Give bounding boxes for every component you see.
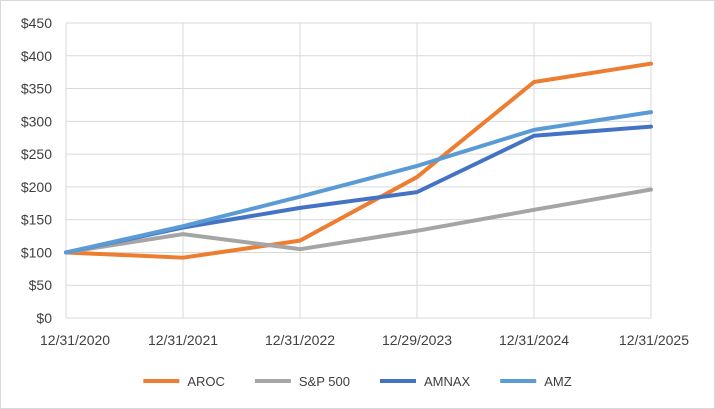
series-line-aroc: [64, 61, 653, 260]
y-tick-label: $50: [29, 277, 53, 293]
series-line-amz: [64, 110, 653, 255]
axes: [65, 23, 651, 319]
y-tick-label: $350: [21, 81, 52, 97]
y-axis-ticks: $0 $50 $100 $150 $200 $250 $300 $350 $400 $450: [21, 15, 52, 326]
x-tick-label: 12/31/2021: [148, 332, 218, 348]
y-tick-label: $200: [21, 179, 52, 195]
legend: AROC S&P 500 AMNAX AMZ: [143, 374, 572, 389]
legend-item-aroc: AROC: [143, 374, 225, 389]
y-tick-label: $400: [21, 48, 52, 64]
y-tick-label: $250: [21, 146, 52, 162]
y-tick-label: $450: [21, 15, 52, 31]
y-tick-label: $300: [21, 113, 52, 129]
legend-item-amnax: AMNAX: [379, 374, 471, 389]
series-line-s-p-500: [64, 187, 653, 255]
series-lines: [64, 61, 653, 260]
x-tick-label: 12/31/2025: [619, 332, 689, 348]
legend-item-amz: AMZ: [500, 374, 572, 389]
x-axis-ticks: 12/31/2020 12/31/2021 12/31/2022 12/29/2023…: [40, 332, 689, 348]
legend-label: S&P 500: [299, 374, 350, 389]
gridlines: [66, 22, 652, 318]
x-tick-label: 12/31/2022: [265, 332, 335, 348]
x-tick-label: 12/31/2020: [40, 332, 110, 348]
x-tick-label: 12/31/2024: [499, 332, 569, 348]
y-tick-label: $150: [21, 212, 52, 228]
legend-item-s-p-500: S&P 500: [254, 374, 350, 389]
legend-label: AMZ: [544, 374, 572, 389]
y-tick-label: $0: [36, 310, 52, 326]
legend-label: AROC: [187, 374, 225, 389]
legend-label: AMNAX: [424, 374, 471, 389]
x-tick-label: 12/29/2023: [382, 332, 452, 348]
y-tick-label: $100: [21, 244, 52, 260]
